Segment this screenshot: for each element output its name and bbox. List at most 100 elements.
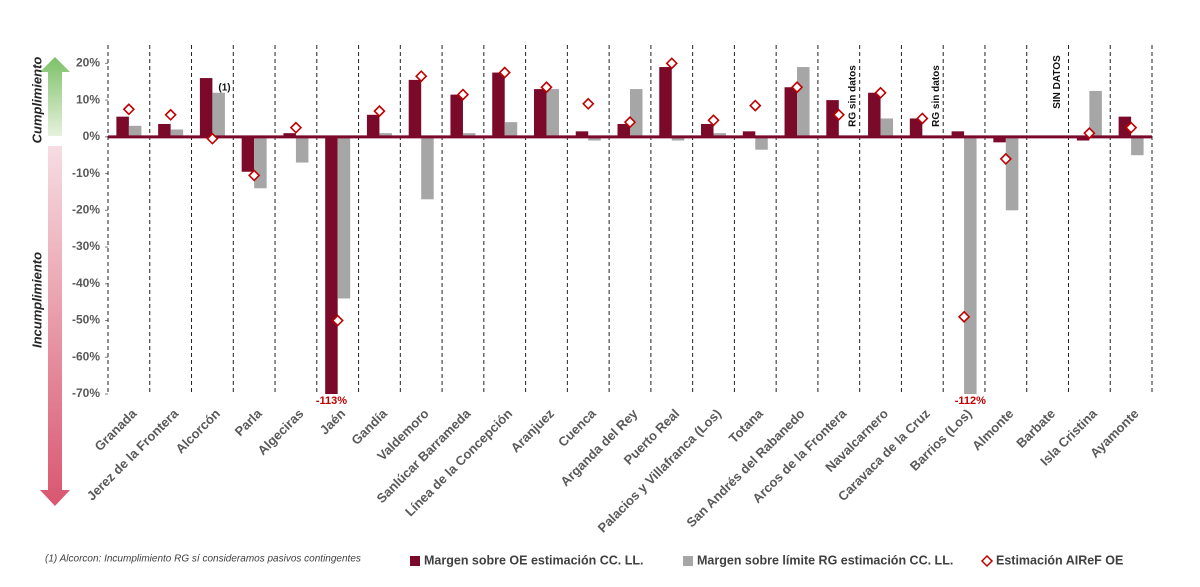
x-tick-label: Arganda del Rey bbox=[557, 405, 641, 489]
y-tick-label: -60% bbox=[72, 349, 100, 363]
y-tick-label: -40% bbox=[72, 276, 100, 290]
bar bbox=[826, 100, 839, 137]
marker bbox=[957, 310, 971, 323]
bar bbox=[1076, 136, 1090, 141]
marker bbox=[331, 314, 344, 327]
marker bbox=[1083, 127, 1096, 140]
marker bbox=[1124, 121, 1138, 134]
marker bbox=[206, 132, 219, 145]
bar bbox=[408, 79, 422, 137]
y-tick-label: -30% bbox=[72, 239, 100, 253]
y-tick-label: -20% bbox=[72, 202, 100, 216]
bar bbox=[1118, 116, 1132, 137]
bar bbox=[450, 94, 463, 137]
bar bbox=[504, 122, 518, 137]
bar bbox=[909, 118, 923, 137]
marker bbox=[289, 121, 303, 134]
bar bbox=[462, 133, 476, 137]
x-tick-label: Totana bbox=[726, 405, 767, 446]
bar bbox=[671, 136, 685, 141]
marker bbox=[749, 99, 762, 112]
marker bbox=[540, 81, 553, 94]
x-tick-label: Almonte bbox=[969, 406, 1016, 453]
bar bbox=[283, 133, 296, 137]
legend-swatch bbox=[410, 556, 420, 566]
bar bbox=[713, 133, 727, 137]
bar bbox=[199, 78, 213, 137]
marker bbox=[415, 70, 428, 83]
bar bbox=[742, 131, 756, 137]
legend-swatch bbox=[683, 556, 693, 566]
bar bbox=[659, 67, 672, 137]
marker bbox=[582, 97, 595, 110]
legend-label: Estimación AIReF OE bbox=[996, 553, 1123, 567]
bar bbox=[964, 136, 977, 394]
marker bbox=[248, 169, 261, 182]
bar bbox=[617, 123, 630, 137]
marker bbox=[707, 114, 720, 127]
bar bbox=[212, 92, 225, 137]
bar bbox=[337, 136, 351, 299]
bar bbox=[366, 114, 380, 137]
marker bbox=[623, 116, 637, 129]
bar bbox=[421, 136, 434, 200]
annotation: (1) bbox=[218, 83, 230, 94]
bar bbox=[951, 131, 965, 137]
down-arrow bbox=[40, 146, 70, 506]
marker bbox=[164, 108, 177, 121]
bar bbox=[784, 87, 798, 137]
x-tick-label: Algeciras bbox=[254, 406, 306, 458]
y-tick-label: 20% bbox=[76, 56, 100, 70]
bar bbox=[158, 123, 171, 137]
bar bbox=[1131, 136, 1144, 156]
bar bbox=[379, 133, 392, 137]
bar bbox=[575, 131, 589, 137]
x-tick-label: Alcorcón bbox=[173, 406, 223, 456]
marker bbox=[122, 103, 136, 116]
bar bbox=[868, 92, 881, 137]
marker bbox=[665, 57, 678, 70]
x-tick-label: Jaén bbox=[317, 406, 349, 438]
x-tick-label: Parla bbox=[232, 405, 266, 439]
legend-label: Margen sobre límite RG estimación CC. LL… bbox=[697, 553, 953, 567]
legend-label: Margen sobre OE estimación CC. LL. bbox=[424, 553, 644, 567]
bar bbox=[588, 136, 601, 141]
marker bbox=[874, 86, 887, 99]
bar bbox=[546, 89, 559, 137]
marker bbox=[498, 66, 511, 79]
bar bbox=[797, 67, 810, 137]
annotation: SIN DATOS bbox=[1052, 55, 1063, 109]
y-tick-label: -50% bbox=[72, 313, 100, 327]
annotation: RG sin datos bbox=[847, 65, 858, 127]
bar bbox=[1089, 90, 1102, 137]
x-tick-label: Gandía bbox=[348, 405, 390, 447]
annotation: RG sin datos bbox=[931, 65, 942, 127]
bar bbox=[170, 129, 184, 137]
bar bbox=[295, 136, 309, 163]
marker bbox=[456, 88, 470, 101]
bar bbox=[755, 136, 768, 150]
bar bbox=[533, 89, 547, 137]
y-label-top: Cumplimiento bbox=[29, 57, 44, 144]
bar bbox=[880, 118, 894, 137]
x-tick-label: Aranjuez bbox=[508, 406, 558, 456]
value-label: -112% bbox=[955, 395, 986, 407]
bar bbox=[701, 123, 714, 137]
bar bbox=[325, 136, 338, 394]
marker bbox=[999, 152, 1012, 166]
value-label: -113% bbox=[316, 395, 347, 407]
bar bbox=[128, 125, 142, 137]
legend-swatch bbox=[980, 554, 994, 568]
y-tick-label: 0% bbox=[83, 129, 101, 143]
up-arrow bbox=[40, 57, 70, 136]
y-tick-label: -10% bbox=[72, 166, 100, 180]
marker bbox=[916, 112, 929, 125]
marker bbox=[373, 104, 386, 118]
plot-area bbox=[116, 67, 1144, 394]
bar bbox=[630, 89, 643, 137]
marker bbox=[790, 81, 804, 94]
y-label-bottom: Incumplimiento bbox=[29, 252, 44, 348]
bar bbox=[116, 116, 129, 137]
y-tick-label: 10% bbox=[76, 92, 100, 106]
